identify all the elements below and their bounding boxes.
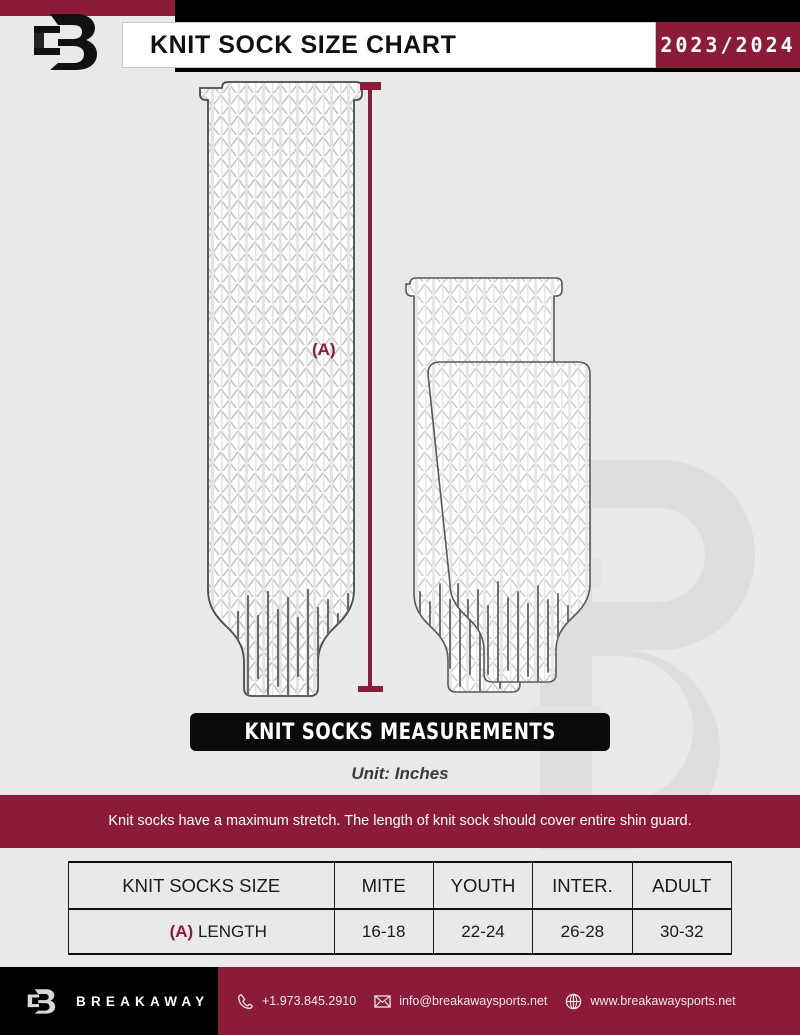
note-band: Knit socks have a maximum stretch. The l… [0, 795, 800, 848]
footer-brand-name: BREAKAWAY [76, 993, 210, 1009]
breakaway-b-logo-icon [27, 989, 56, 1014]
footer-email-text: info@breakawaysports.net [399, 994, 548, 1008]
table-header-row: KNIT SOCKS SIZE MITE YOUTH INTER. ADULT [68, 862, 733, 909]
season-badge: 2023/2024 [656, 22, 800, 68]
table-row: (A) LENGTH 16-18 22-24 26-28 30-32 [68, 909, 733, 954]
footer: BREAKAWAY +1.973.845.2910 info@breakaway… [0, 967, 800, 1035]
unit-label: Unit: Inches [351, 764, 449, 783]
page-title: KNIT SOCK SIZE CHART [150, 30, 457, 59]
footer-website[interactable]: www.breakawaysports.net [564, 992, 736, 1011]
table-cell-adult: 30-32 [631, 909, 733, 954]
size-table: KNIT SOCKS SIZE MITE YOUTH INTER. ADULT … [68, 861, 733, 955]
breakaway-b-logo-icon [34, 14, 97, 70]
table-cell-measure-label: (A) LENGTH [68, 909, 335, 954]
measurement-label-a: (A) [312, 340, 336, 359]
sock-shape-adult [199, 81, 363, 697]
table-header-adult: ADULT [631, 862, 733, 909]
footer-phone-text: +1.973.845.2910 [262, 994, 357, 1008]
footer-phone[interactable]: +1.973.845.2910 [236, 992, 356, 1011]
table-cell-inter: 26-28 [532, 909, 633, 954]
top-strip-black-segment [175, 0, 800, 16]
measurement-line-a [358, 82, 383, 692]
top-strip-red-segment [0, 0, 175, 16]
note-text: Knit socks have a maximum stretch. The l… [108, 812, 692, 829]
table-header-size-label: KNIT SOCKS SIZE [68, 862, 335, 909]
top-accent-strip [0, 0, 800, 16]
section-banner-label: KNIT SOCKS MEASUREMENTS [244, 719, 556, 745]
season-label: 2023/2024 [660, 33, 796, 57]
globe-icon [566, 993, 582, 1009]
footer-website-text: www.breakawaysports.net [590, 994, 736, 1008]
footer-contact-block: +1.973.845.2910 info@breakawaysports.net… [218, 967, 800, 1035]
size-table-wrapper: KNIT SOCKS SIZE MITE YOUTH INTER. ADULT … [68, 861, 733, 955]
chart-title-bar: KNIT SOCK SIZE CHART [122, 22, 656, 68]
sock-illustration [199, 81, 591, 697]
envelope-icon [374, 994, 391, 1008]
section-banner: KNIT SOCKS MEASUREMENTS [190, 713, 610, 751]
table-header-mite: MITE [333, 862, 434, 909]
footer-brand-block: BREAKAWAY [0, 967, 218, 1035]
table-header-inter: INTER. [532, 862, 633, 909]
measure-name: LENGTH [197, 921, 267, 941]
footer-email[interactable]: info@breakawaysports.net [373, 992, 547, 1011]
table-cell-youth: 22-24 [432, 909, 534, 954]
table-cell-mite: 16-18 [333, 909, 434, 954]
table-header-youth: YOUTH [432, 862, 534, 909]
measure-tag-a: (A) [169, 921, 194, 941]
phone-icon [238, 993, 253, 1009]
